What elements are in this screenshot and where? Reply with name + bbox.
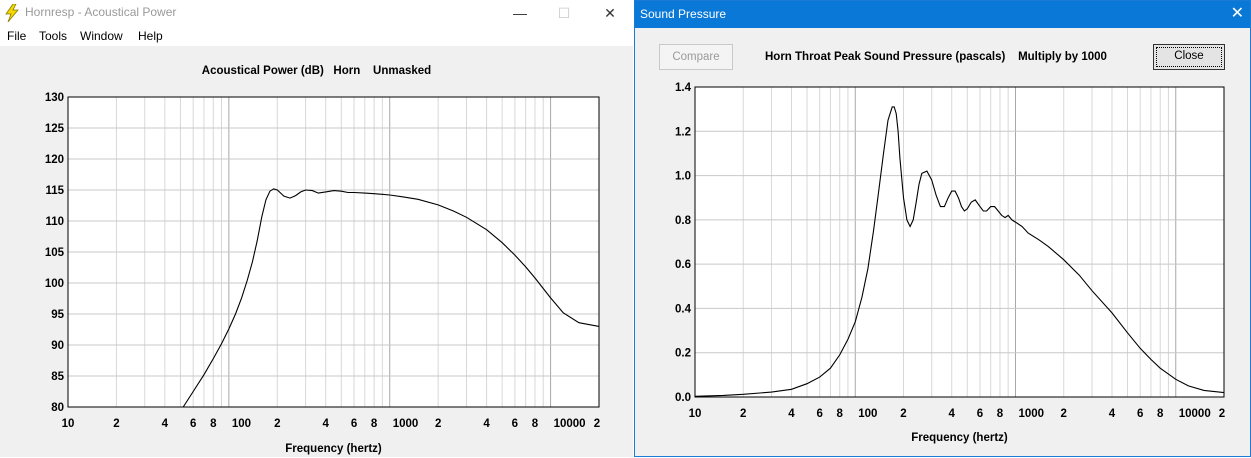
menu-help[interactable]: Help [138, 29, 163, 43]
plot-border [694, 86, 1225, 398]
close-window-button[interactable]: ✕ [1230, 5, 1244, 22]
y-tick-label: 120 [45, 154, 64, 166]
sound-pressure-chart: 1.4 1.2 1.0 0.8 0.6 0.4 0.2 0.0 10 2 4 6 8 100 2 4 6 8 100… [675, 82, 1225, 444]
minimize-button[interactable]: — [513, 5, 527, 21]
x-tick-label: 10000 [554, 418, 586, 430]
x-tick-label: 2 [435, 418, 441, 430]
x-tick-label: 4 [949, 408, 956, 420]
y-tick-label: 125 [45, 123, 65, 135]
y-tick-label: 1.0 [675, 171, 691, 183]
y-tick-label: 90 [51, 340, 64, 352]
acoustical-power-window: Hornresp - Acoustical Power — ☐ ✕ File T… [0, 0, 633, 457]
x-tick-label: 2 [1061, 408, 1067, 420]
y-tick-label: 110 [45, 216, 64, 228]
menu-tools[interactable]: Tools [39, 29, 68, 43]
y-tick-label: 1.4 [675, 82, 692, 94]
x-tick-label: 6 [816, 408, 822, 420]
y-tick-label: 0.6 [675, 259, 691, 271]
x-tick-label: 1000 [393, 418, 419, 430]
menu-bar: File Tools Window Help [0, 26, 633, 46]
data-series-line [182, 188, 600, 408]
y-tick-label: 1.2 [675, 126, 691, 138]
y-tick-label: 100 [45, 278, 64, 290]
x-tick-label: 8 [837, 408, 844, 420]
title-bar: Hornresp - Acoustical Power — ☐ ✕ [0, 0, 633, 26]
y-tick-label: 0.0 [675, 392, 691, 404]
data-series-line [694, 106, 1225, 397]
x-tick-label: 1000 [1019, 408, 1045, 420]
y-tick-label: 80 [51, 402, 64, 414]
x-tick-label: 6 [190, 418, 196, 430]
plot-border [67, 96, 600, 408]
x-tick-label: 10 [689, 408, 702, 420]
x-tick-label: 4 [162, 418, 169, 430]
hornresp-lightning-icon [5, 4, 19, 22]
window-title: Sound Pressure [640, 7, 727, 21]
x-tick-label: 10 [62, 418, 75, 430]
plot-background [695, 87, 1224, 397]
x-tick-label: 6 [512, 418, 518, 430]
y-tick-label: 95 [51, 309, 64, 321]
x-tick-label: 4 [483, 418, 490, 430]
x-tick-label: 2 [594, 418, 600, 430]
compare-button[interactable]: Compare [659, 44, 733, 70]
close-button[interactable]: Close [1153, 44, 1225, 70]
x-tick-label: 8 [210, 418, 217, 430]
acoustical-power-panel: Acoustical Power (dB) Horn Unmasked 130 1… [0, 46, 633, 457]
acoustical-power-chart: 130 125 120 115 110 105 100 95 90 85 80 10 2 4 6 8 100 2 4… [45, 92, 600, 455]
x-tick-label: 2 [740, 408, 746, 420]
x-tick-label: 2 [1219, 408, 1225, 420]
x-axis-label: Frequency (hertz) [911, 432, 1008, 444]
x-tick-label: 8 [997, 408, 1004, 420]
y-tick-label: 115 [45, 185, 64, 197]
y-tick-label: 105 [45, 247, 65, 259]
x-tick-label: 100 [232, 418, 251, 430]
x-axis-label: Frequency (hertz) [285, 443, 382, 455]
x-tick-label: 6 [351, 418, 357, 430]
x-tick-label: 4 [323, 418, 330, 430]
x-tick-label: 4 [1109, 408, 1116, 420]
y-tick-label: 130 [45, 92, 64, 104]
chart-title: Acoustical Power (dB) Horn Unmasked [201, 65, 432, 77]
x-tick-label: 2 [900, 408, 906, 420]
y-tick-label: 0.4 [675, 303, 692, 315]
x-tick-label: 2 [113, 418, 119, 430]
y-tick-label: 0.8 [675, 215, 692, 227]
menu-file[interactable]: File [7, 29, 27, 43]
x-tick-label: 10000 [1179, 408, 1211, 420]
x-tick-label: 8 [371, 418, 378, 430]
x-tick-label: 6 [977, 408, 983, 420]
close-window-button[interactable]: ✕ [604, 5, 616, 21]
x-tick-label: 8 [532, 418, 539, 430]
chart-title: Horn Throat Peak Sound Pressure (pascals… [765, 51, 1107, 63]
x-tick-label: 8 [1157, 408, 1164, 420]
menu-window[interactable]: Window [80, 29, 123, 43]
x-tick-label: 100 [858, 408, 877, 420]
x-tick-label: 2 [274, 418, 280, 430]
y-tick-label: 0.2 [675, 348, 691, 360]
window-title: Hornresp - Acoustical Power [25, 5, 177, 19]
x-tick-label: 4 [788, 408, 795, 420]
sound-pressure-title-bar: Sound Pressure ✕ [635, 1, 1250, 28]
y-tick-label: 85 [51, 371, 64, 383]
x-tick-label: 6 [1137, 408, 1143, 420]
maximize-button[interactable]: ☐ [557, 5, 571, 21]
sound-pressure-window: Sound Pressure ✕ Compare Horn Throat Pea… [634, 0, 1251, 457]
